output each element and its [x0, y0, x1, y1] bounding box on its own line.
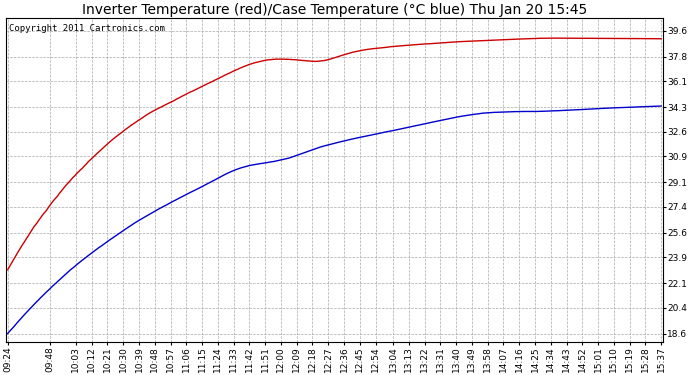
Text: Copyright 2011 Cartronics.com: Copyright 2011 Cartronics.com [9, 24, 165, 33]
Title: Inverter Temperature (red)/Case Temperature (°C blue) Thu Jan 20 15:45: Inverter Temperature (red)/Case Temperat… [82, 3, 587, 17]
